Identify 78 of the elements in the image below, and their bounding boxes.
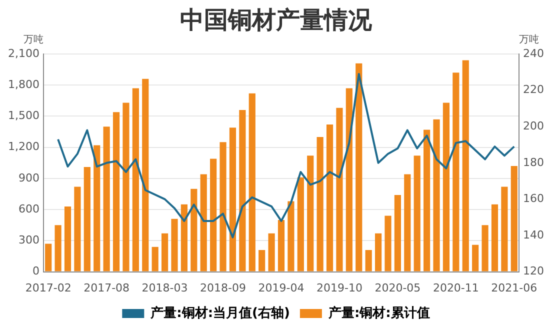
x-tick-label: 2020-11 xyxy=(432,281,479,294)
bar xyxy=(288,201,294,272)
y2-tick-label: 160 xyxy=(523,192,544,206)
legend-label: 产量:铜材:当月值(右轴) xyxy=(150,304,290,321)
legend-label: 产量:铜材:累计值 xyxy=(327,304,430,321)
bar xyxy=(200,174,207,272)
bar xyxy=(356,63,362,272)
bar xyxy=(64,206,72,272)
x-tick-label: 2019-10 xyxy=(316,281,362,294)
y2-tick-label: 180 xyxy=(523,156,544,169)
y2-tick-label: 240 xyxy=(523,46,544,60)
bar xyxy=(142,78,149,272)
y-tick-label: 0 xyxy=(32,264,40,278)
bar xyxy=(278,220,285,272)
bar xyxy=(94,145,100,272)
bar xyxy=(462,60,469,272)
bar xyxy=(54,225,62,272)
bar xyxy=(346,88,352,272)
y-tick-label: 1,800 xyxy=(8,78,40,91)
bar xyxy=(229,128,236,272)
bar xyxy=(414,156,420,272)
bar xyxy=(326,124,334,272)
x-tick-label: 2017-08 xyxy=(84,281,130,294)
bar xyxy=(258,250,266,272)
x-tick-label: 2019-04 xyxy=(258,281,304,294)
y2-tick-label: 140 xyxy=(523,228,544,242)
bar xyxy=(482,225,488,272)
bar xyxy=(161,233,168,272)
bar xyxy=(365,250,372,272)
bar xyxy=(248,93,256,272)
bar xyxy=(268,233,275,272)
bar xyxy=(501,186,508,272)
bar xyxy=(112,112,120,272)
bar xyxy=(171,218,178,272)
bar xyxy=(452,72,460,272)
y-tick-label: 1,200 xyxy=(8,140,40,154)
bar xyxy=(336,108,343,272)
bar xyxy=(239,110,246,272)
bar xyxy=(316,136,324,272)
bar xyxy=(424,130,430,272)
bar xyxy=(45,244,52,272)
x-tick-label: 2018-03 xyxy=(142,281,188,294)
bar xyxy=(384,216,392,272)
y2-tick-label: 200 xyxy=(523,119,544,132)
x-tick-label: 2021-06 xyxy=(491,281,538,294)
bar xyxy=(210,158,217,272)
x-tick-label: 2018-09 xyxy=(200,281,246,294)
bar xyxy=(122,102,130,272)
bar xyxy=(190,188,198,272)
bar xyxy=(84,167,90,272)
y-tick-label: 2,100 xyxy=(8,46,40,60)
y-axis-title: 万吨 xyxy=(23,34,44,46)
y-tick-label: 600 xyxy=(18,202,40,216)
chart-title: 中国铜材产量情况 xyxy=(179,5,373,34)
bar xyxy=(180,204,188,272)
y2-tick-label: 120 xyxy=(523,264,544,278)
bar xyxy=(103,126,110,272)
bar xyxy=(394,195,401,272)
bar xyxy=(433,119,440,272)
x-tick-label: 2017-02 xyxy=(25,281,72,294)
bar xyxy=(442,102,450,272)
y-tick-label: 900 xyxy=(18,171,40,184)
bar xyxy=(404,174,411,272)
bar xyxy=(472,244,479,272)
y-tick-label: 300 xyxy=(18,234,40,247)
x-tick-label: 2020-05 xyxy=(374,281,421,294)
bar xyxy=(74,186,81,272)
y-tick-label: 1,500 xyxy=(8,109,40,122)
y2-axis-title: 万吨 xyxy=(519,34,540,46)
bar xyxy=(132,88,139,272)
bar xyxy=(510,166,518,272)
bar xyxy=(307,156,314,272)
bar xyxy=(220,142,226,272)
bar xyxy=(374,233,382,272)
bar xyxy=(152,246,158,272)
bar xyxy=(491,204,498,272)
bar xyxy=(297,177,304,272)
y2-tick-label: 220 xyxy=(523,83,544,96)
